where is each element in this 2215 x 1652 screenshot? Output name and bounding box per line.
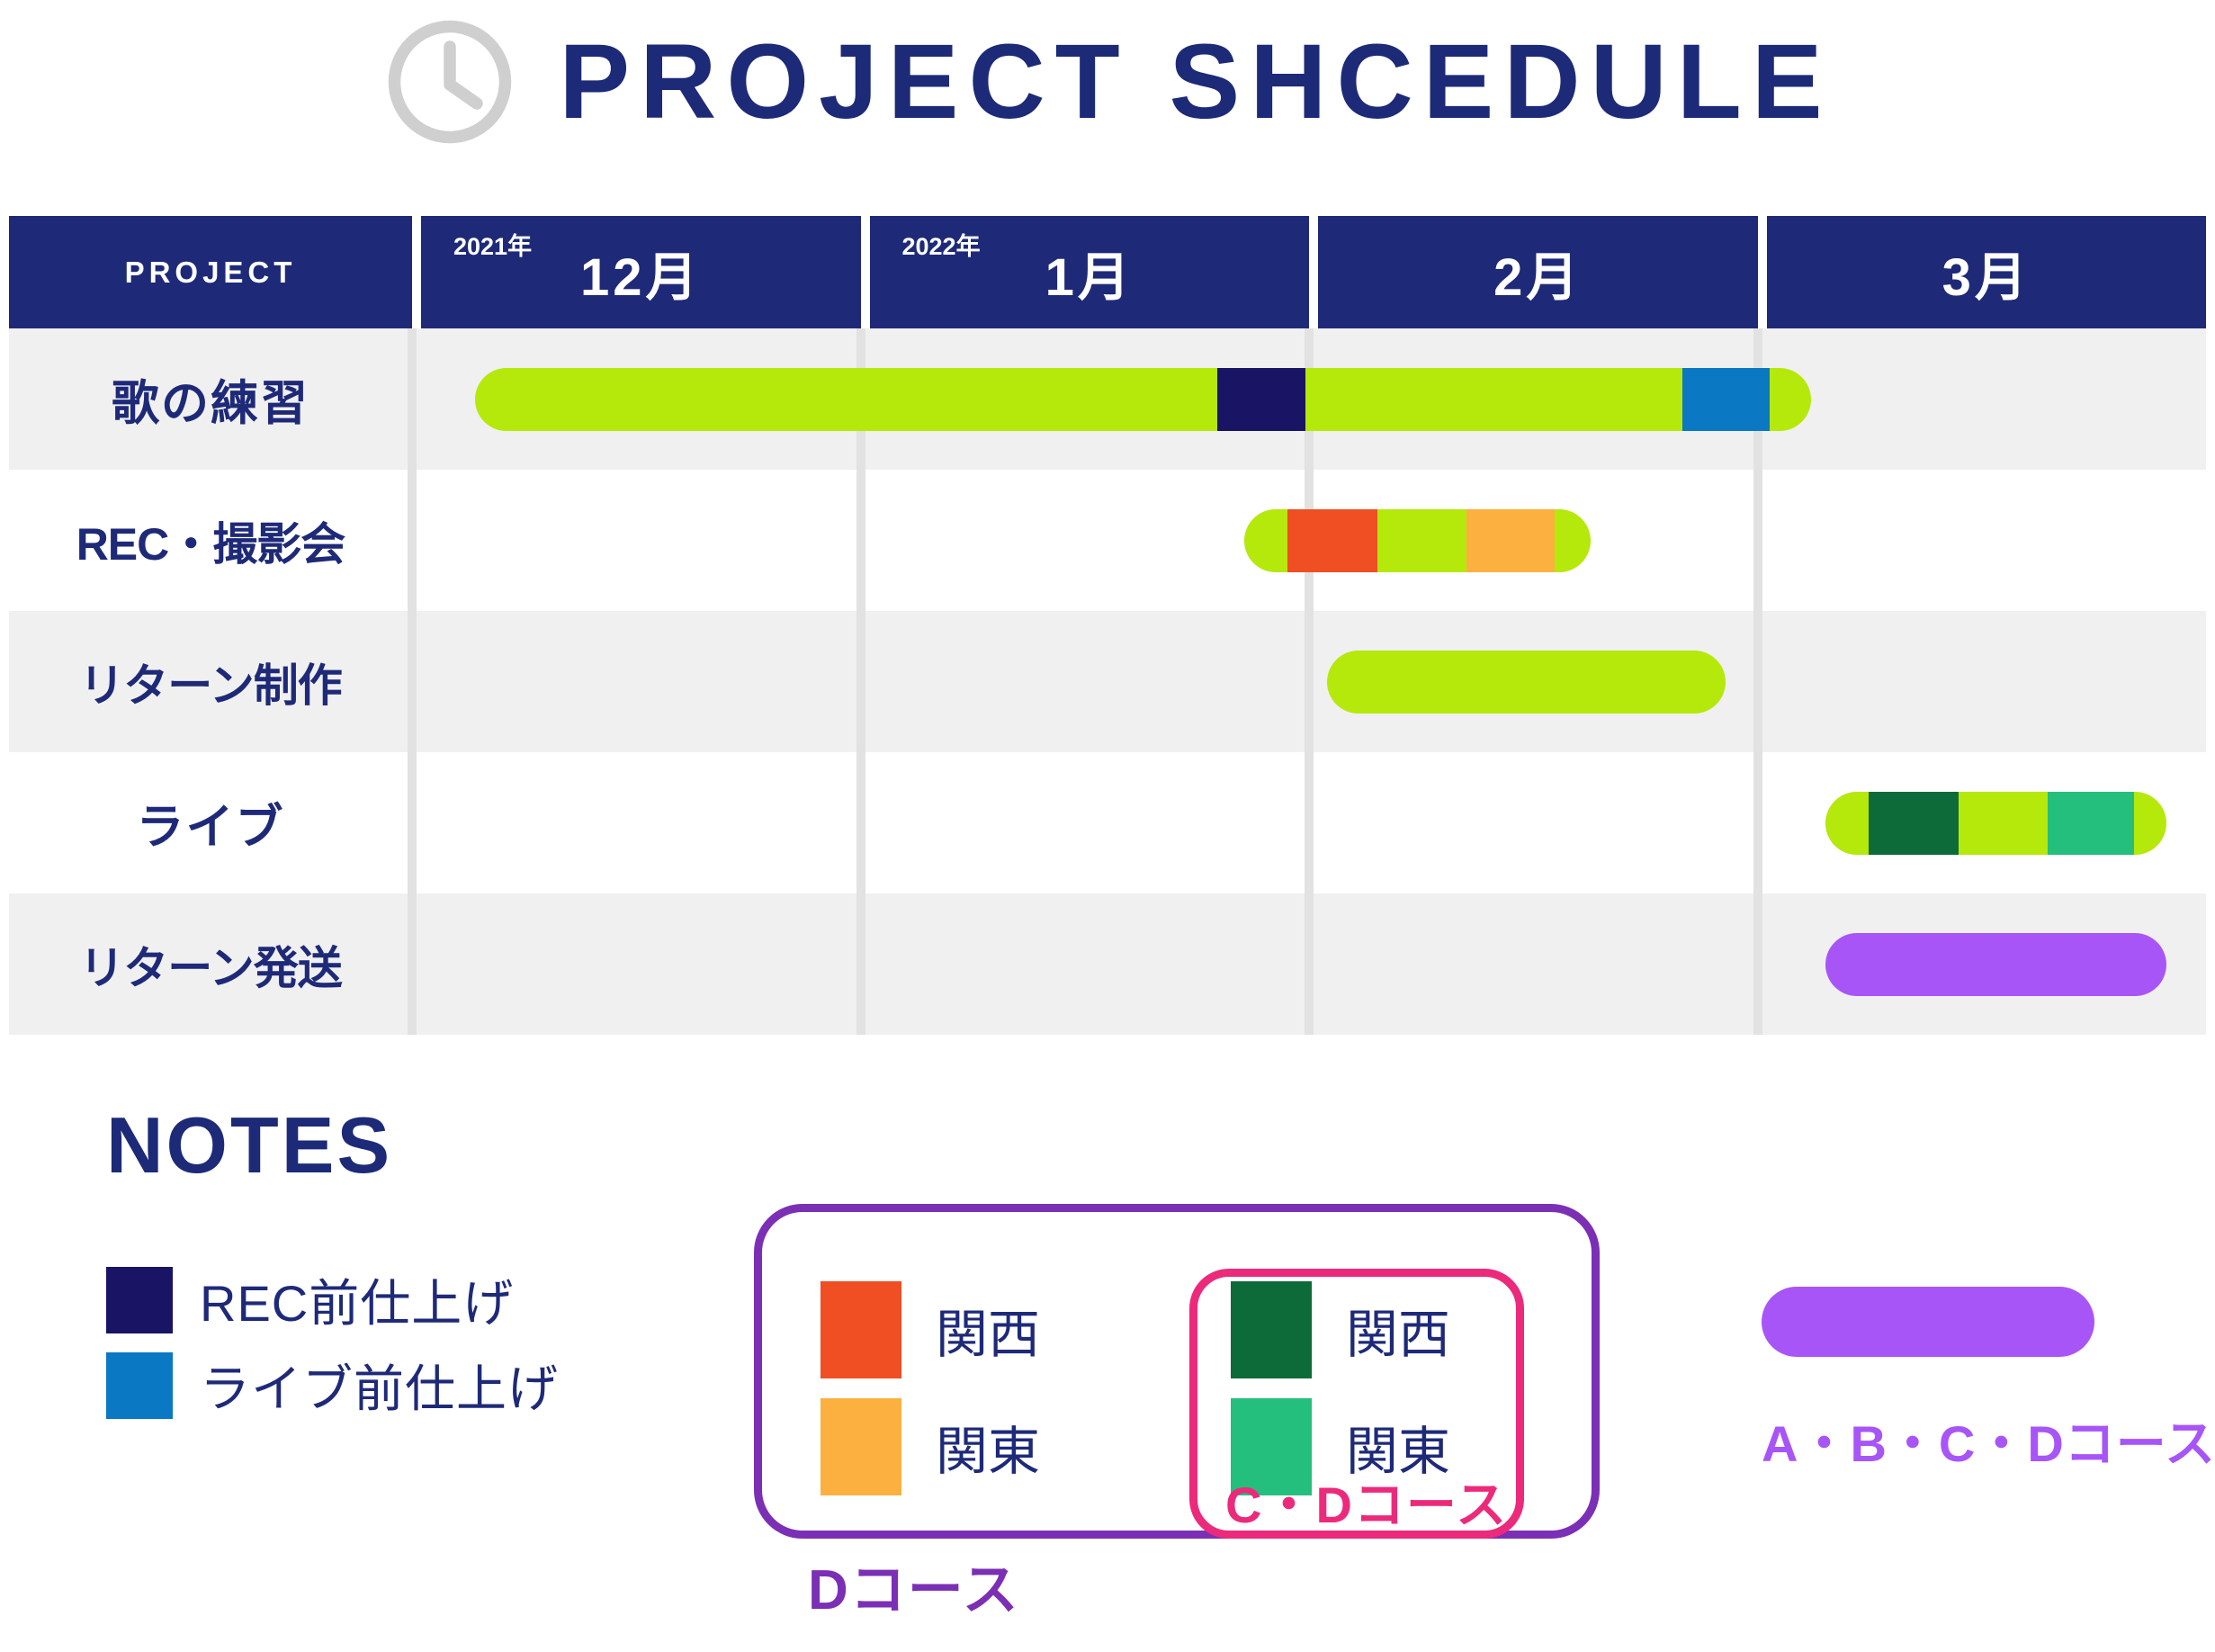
gantt-gridline (1305, 611, 1314, 752)
gantt-bar-segment (1466, 508, 1556, 572)
gantt-row-track (408, 893, 2206, 1035)
gantt-gridline (1753, 893, 1762, 1035)
gantt-row-label: ライブ (136, 800, 285, 854)
gantt-gridline (856, 611, 865, 752)
column-header-month-label-1: 12月 (579, 247, 702, 307)
gantt-row: リターン発送 (9, 893, 2206, 1035)
gantt-gridline (1305, 893, 1314, 1035)
legend-d-course-items: 関西 関東 (821, 1281, 1040, 1495)
gantt-bar-segment (1825, 791, 1870, 855)
gantt-row: REC・撮影会 (9, 470, 2206, 611)
legend-item: 関西 (821, 1281, 1040, 1378)
gantt-row-label: リターン発送 (79, 942, 343, 993)
gantt-gridline (408, 611, 417, 752)
gantt-row-track (408, 752, 2206, 893)
gantt-row-label: REC・撮影会 (76, 518, 346, 570)
legend-item: ライブ前仕上げ (106, 1349, 559, 1422)
gantt-bar-segment (2134, 791, 2167, 855)
gantt-gridline (408, 893, 417, 1035)
gantt-bar[interactable] (1825, 932, 2167, 996)
gantt-bar-segment (1305, 367, 1682, 431)
gantt-row-label: 歌の練習 (112, 376, 309, 430)
gantt-row: リターン制作 (9, 611, 2206, 752)
gantt-row-track (408, 328, 2206, 470)
gantt-bar-segment (1555, 508, 1591, 572)
legend-label-cd-kansai: 関西 (1346, 1306, 1451, 1364)
legend-label-d-kansai: 関西 (936, 1306, 1041, 1364)
gantt-gridline (1305, 752, 1314, 893)
column-header-year-1: 2021年 (453, 233, 533, 260)
page-header: PROJECT SHCEDULE (0, 5, 2215, 158)
gantt-bar[interactable] (474, 367, 1812, 431)
legend-abcd-course: A・B・C・Dコース (1762, 1287, 2215, 1477)
gantt-gridline (1753, 470, 1762, 611)
gantt-table: PROJECT 2021年 12月 2022年 1月 2月 3月 歌の練習 REC… (9, 216, 2206, 1037)
gantt-bar-segment (1958, 791, 2049, 855)
gantt-bar[interactable] (1244, 508, 1591, 572)
legend-swatch-live-prep (106, 1351, 173, 1419)
gantt-gridline (408, 752, 417, 893)
legend-cd-course-items: 関西 関東 (1231, 1281, 1450, 1495)
legend-item: REC前仕上げ (106, 1263, 559, 1336)
gantt-row: ライブ (9, 752, 2206, 893)
legend-item: 関東 (1231, 1398, 1450, 1495)
gantt-body: 歌の練習 REC・撮影会 リターン制作 ライブリターン発送 (9, 328, 2206, 1035)
gantt-header-row: PROJECT 2021年 12月 2022年 1月 2月 3月 (9, 216, 2206, 328)
legend-caption-cd-course: C・Dコース (1225, 1477, 1509, 1533)
column-header-month-3: 2月 (1318, 216, 1758, 328)
gantt-bar-segment (1770, 367, 1812, 431)
gantt-bar-segment (2048, 791, 2135, 855)
column-header-year-2: 2022年 (901, 233, 981, 260)
legend-item: 関西 (1231, 1281, 1450, 1378)
gantt-bar-segment (1326, 650, 1726, 714)
column-header-month-label-2: 1月 (1045, 247, 1134, 307)
legend-swatch-d-kanto (821, 1398, 901, 1495)
gantt-bar-segment (474, 367, 1218, 431)
legend-label-d-kanto: 関東 (936, 1423, 1041, 1481)
gantt-row-track (408, 470, 2206, 611)
gantt-bar[interactable] (1825, 791, 2167, 855)
gantt-bar-segment (1825, 932, 2167, 996)
gantt-gridline (856, 893, 865, 1035)
gantt-bar-segment (1681, 367, 1771, 431)
gantt-row-label: リターン制作 (79, 660, 343, 711)
gantt-bar-segment (1377, 508, 1467, 572)
gantt-gridline (408, 470, 417, 611)
legend-label-rec-prep: REC前仕上げ (200, 1275, 515, 1332)
gantt-gridline (408, 328, 417, 470)
gantt-gridline (1753, 752, 1762, 893)
gantt-gridline (856, 470, 865, 611)
column-header-month-label-4: 3月 (1941, 247, 2031, 307)
column-header-month-4: 3月 (1766, 216, 2206, 328)
column-header-month-label-3: 2月 (1493, 247, 1583, 307)
column-header-project: PROJECT (9, 216, 412, 328)
legend-caption-abcd-course: A・B・C・Dコース (1762, 1415, 2215, 1472)
legend-label-cd-kanto: 関東 (1346, 1423, 1451, 1481)
legend-label-live-prep: ライブ前仕上げ (200, 1360, 559, 1417)
gantt-bar-segment (1287, 508, 1377, 572)
legend-pill-abcd-course (1762, 1287, 2094, 1357)
legend-swatch-cd-kansai (1231, 1281, 1312, 1378)
column-header-project-label: PROJECT (124, 255, 297, 289)
legend-prep-colors: REC前仕上げ ライブ前仕上げ (106, 1263, 559, 1422)
gantt-bar-segment (1217, 367, 1305, 431)
gantt-row-track (408, 611, 2206, 752)
legend-swatch-d-kansai (821, 1281, 901, 1378)
clock-icon (389, 20, 512, 144)
legend-item: 関東 (821, 1398, 1040, 1495)
gantt-gridline (856, 752, 865, 893)
gantt-bar-segment (1869, 791, 1959, 855)
gantt-bar-segment (1244, 508, 1288, 572)
gantt-row: 歌の練習 (9, 328, 2206, 470)
notes-heading: NOTES (106, 1100, 393, 1190)
column-header-month-2: 2022年 1月 (869, 216, 1309, 328)
page-title: PROJECT SHCEDULE (559, 22, 1833, 141)
gantt-gridline (1753, 611, 1762, 752)
legend-swatch-cd-kanto (1231, 1398, 1312, 1495)
column-header-month-1: 2021年 12月 (421, 216, 861, 328)
gantt-bar[interactable] (1326, 650, 1726, 714)
legend-swatch-rec-prep (106, 1266, 173, 1333)
legend-caption-d-course: Dコース (808, 1559, 1020, 1621)
